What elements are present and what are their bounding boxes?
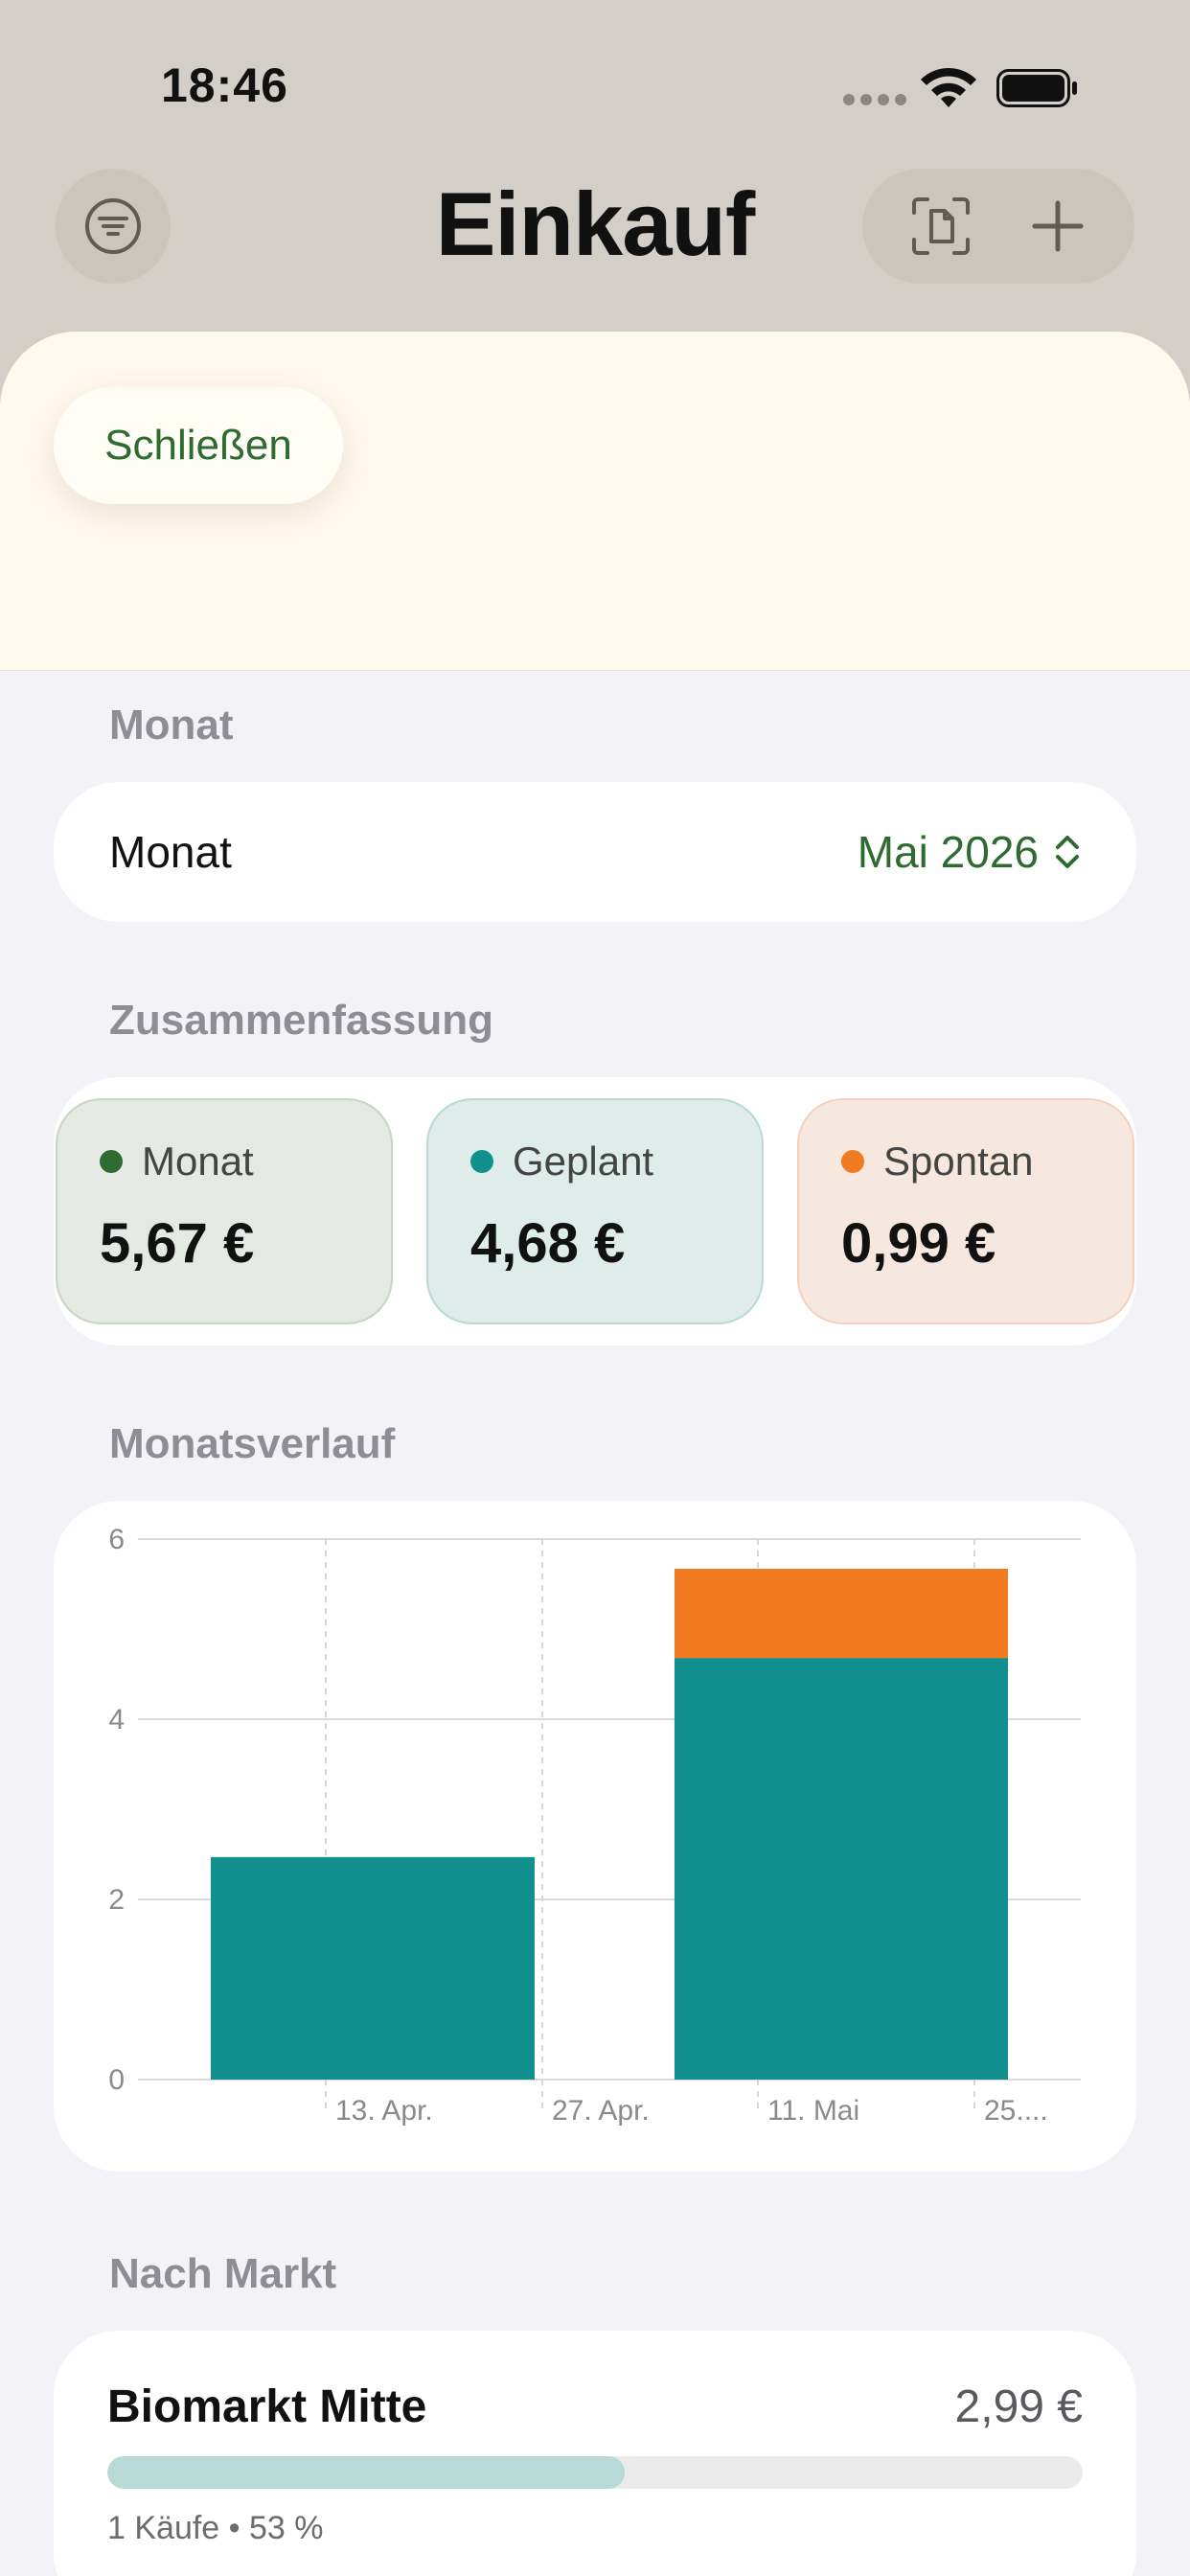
summary-card: Monat 5,67 € Geplant 4,68 € Spontan 0,99… bbox=[54, 1077, 1136, 1346]
page-title: Einkauf bbox=[435, 173, 756, 274]
x-tick-label: 25.... bbox=[984, 2095, 1048, 2127]
x-tick-label: 27. Apr. bbox=[552, 2095, 650, 2127]
month-picker[interactable]: Mai 2026 bbox=[858, 826, 1081, 878]
summary-tile-value: 0,99 € bbox=[841, 1212, 996, 1275]
close-button[interactable]: Schließen bbox=[54, 387, 343, 504]
wifi-icon bbox=[921, 67, 976, 107]
summary-tile-value: 4,68 € bbox=[470, 1212, 626, 1275]
dot-icon bbox=[841, 1150, 864, 1173]
summary-tile-value: 5,67 € bbox=[100, 1212, 255, 1275]
month-picker-row[interactable]: Monat Mai 2026 bbox=[54, 782, 1136, 922]
bar-spontaneous bbox=[675, 1569, 1008, 1659]
y-tick-label: 6 bbox=[108, 1524, 125, 1555]
chart-card: 0 2 4 6 13. Apr. 27. Apr. 11. Mai 25.... bbox=[54, 1501, 1136, 2172]
chevron-up-down-icon bbox=[1056, 836, 1079, 868]
market-meta: 1 Käufe • 53 % bbox=[107, 2510, 324, 2546]
history-section-label: Monatsverlauf bbox=[109, 1420, 396, 1467]
scan-document-icon[interactable] bbox=[910, 196, 972, 257]
header-actions bbox=[862, 169, 1134, 284]
filter-icon bbox=[85, 198, 141, 254]
month-section-label: Monat bbox=[109, 702, 234, 748]
filter-button[interactable] bbox=[56, 169, 171, 284]
market-name: Biomarkt Mitte bbox=[107, 2381, 427, 2432]
month-value: Mai 2026 bbox=[857, 827, 1039, 877]
market-share-fill bbox=[107, 2456, 625, 2489]
summary-section-label: Zusammenfassung bbox=[109, 997, 493, 1044]
summary-tile-label: Spontan bbox=[883, 1138, 1034, 1184]
sheet: Schließen Monat Monat Mai 2026 Zusammenf… bbox=[0, 332, 1190, 2576]
y-tick-label: 2 bbox=[108, 1884, 125, 1916]
cellular-signal-icon bbox=[843, 94, 906, 105]
y-tick-label: 0 bbox=[108, 2064, 125, 2096]
summary-tile-label: Monat bbox=[142, 1138, 254, 1184]
battery-icon bbox=[996, 69, 1077, 107]
plus-icon[interactable] bbox=[1029, 197, 1087, 255]
x-tick-label: 13. Apr. bbox=[335, 2095, 433, 2127]
monthly-chart: 0 2 4 6 13. Apr. 27. Apr. 11. Mai 25.... bbox=[108, 1524, 1081, 2127]
dot-icon bbox=[470, 1150, 493, 1173]
market-card: Biomarkt Mitte 2,99 € 1 Käufe • 53 % bbox=[54, 2331, 1136, 2576]
market-section-label: Nach Markt bbox=[109, 2250, 337, 2297]
dot-icon bbox=[100, 1150, 123, 1173]
summary-tile-label: Geplant bbox=[513, 1138, 654, 1184]
status-time: 18:46 bbox=[161, 58, 288, 112]
bar-planned bbox=[675, 1658, 1008, 2080]
summary-tile-spontaneous: Spontan 0,99 € bbox=[797, 1098, 1134, 1324]
summary-tile-planned: Geplant 4,68 € bbox=[426, 1098, 764, 1324]
bar-planned bbox=[211, 1856, 535, 2080]
summary-tile-month: Monat 5,67 € bbox=[56, 1098, 393, 1324]
market-amount: 2,99 € bbox=[954, 2381, 1083, 2432]
market-share-bar bbox=[107, 2456, 1083, 2489]
market-row[interactable]: Biomarkt Mitte 2,99 € bbox=[54, 2380, 1136, 2433]
y-tick-label: 4 bbox=[108, 1704, 125, 1736]
x-tick-label: 11. Mai bbox=[767, 2095, 859, 2127]
month-card: Monat Mai 2026 bbox=[54, 782, 1136, 922]
month-row-label: Monat bbox=[109, 827, 232, 877]
